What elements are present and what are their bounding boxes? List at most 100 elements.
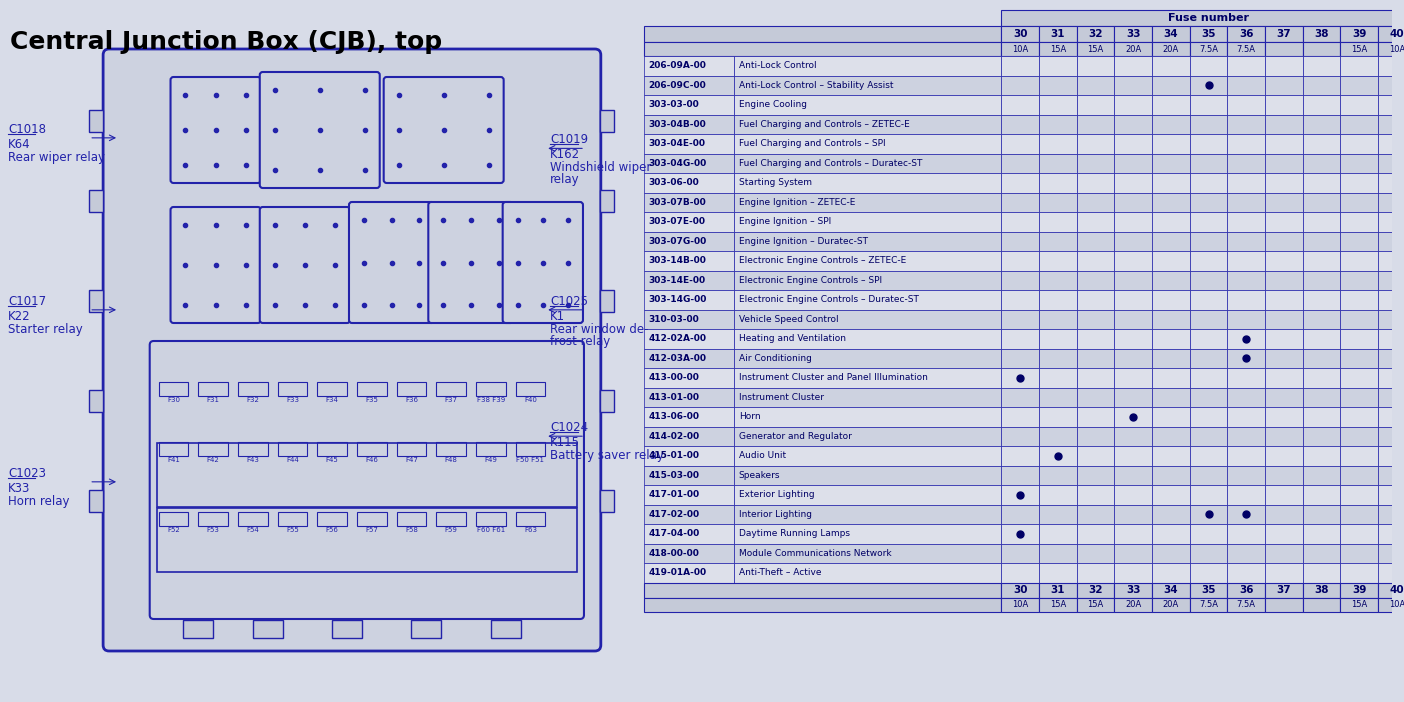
Text: Windshield wiper: Windshield wiper (550, 161, 651, 174)
Bar (1341, 543, 1379, 563)
Bar (1189, 368, 1227, 388)
Bar (1379, 543, 1404, 563)
Bar (1153, 348, 1189, 368)
Bar (1039, 114, 1077, 134)
Text: K33: K33 (8, 482, 31, 495)
Bar (734, 251, 1001, 270)
Text: frost relay: frost relay (550, 335, 611, 347)
Bar (1077, 154, 1115, 173)
Bar (1265, 505, 1303, 524)
Bar (1341, 114, 1379, 134)
Bar (644, 192, 734, 212)
Bar (1303, 597, 1341, 611)
Text: 30: 30 (1012, 29, 1028, 39)
Text: 303-04G-00: 303-04G-00 (649, 159, 706, 168)
Bar (1303, 76, 1341, 95)
Bar (1153, 212, 1189, 232)
Bar (396, 382, 427, 396)
Bar (1379, 212, 1404, 232)
Bar (1039, 446, 1077, 465)
Bar (1153, 543, 1189, 563)
Text: 15A: 15A (1088, 44, 1104, 53)
Text: 417-01-00: 417-01-00 (649, 490, 699, 499)
Bar (734, 95, 1001, 114)
Bar (1379, 446, 1404, 465)
Bar (1039, 583, 1077, 597)
Bar (1227, 543, 1265, 563)
Bar (1341, 329, 1379, 348)
Bar (1039, 465, 1077, 485)
Bar (644, 465, 734, 485)
Text: 303-14G-00: 303-14G-00 (649, 296, 706, 304)
Bar (1153, 173, 1189, 192)
Bar (1039, 485, 1077, 505)
Bar (1227, 251, 1265, 270)
Text: F47: F47 (404, 457, 418, 463)
Bar (1077, 505, 1115, 524)
Bar (1341, 56, 1379, 76)
Bar (1189, 192, 1227, 212)
Bar (1115, 388, 1153, 407)
Text: 33: 33 (1126, 585, 1140, 595)
Text: F33: F33 (286, 397, 299, 403)
Bar (1077, 446, 1115, 465)
Bar (1189, 465, 1227, 485)
Bar (1001, 597, 1039, 611)
Bar (515, 442, 545, 456)
Bar (1077, 329, 1115, 348)
Text: C1019: C1019 (550, 133, 588, 147)
Text: 35: 35 (1202, 29, 1216, 39)
Bar (1227, 212, 1265, 232)
Text: Interior Lighting: Interior Lighting (739, 510, 812, 519)
Bar (1341, 95, 1379, 114)
Bar (734, 290, 1001, 310)
Bar (1341, 42, 1379, 56)
Bar (1341, 465, 1379, 485)
Text: F45: F45 (326, 457, 338, 463)
Text: F60 F61: F60 F61 (476, 527, 505, 533)
Bar (1153, 368, 1189, 388)
Text: 413-00-00: 413-00-00 (649, 373, 699, 383)
Bar (644, 95, 734, 114)
Bar (1153, 310, 1189, 329)
Bar (1039, 290, 1077, 310)
Text: 7.5A: 7.5A (1199, 44, 1219, 53)
Bar (1265, 388, 1303, 407)
Bar (1189, 76, 1227, 95)
Text: K115: K115 (550, 436, 580, 449)
Text: K162: K162 (550, 148, 580, 161)
Bar (1039, 232, 1077, 251)
Text: 310-03-00: 310-03-00 (649, 314, 699, 324)
Bar (644, 76, 734, 95)
Bar (1303, 232, 1341, 251)
Bar (644, 505, 734, 524)
Bar (1227, 134, 1265, 154)
Bar (1265, 251, 1303, 270)
Bar (644, 42, 1001, 56)
Bar (1265, 26, 1303, 42)
Text: 303-07B-00: 303-07B-00 (649, 198, 706, 207)
Bar (1001, 95, 1039, 114)
Text: C1018: C1018 (8, 123, 46, 136)
Text: F31: F31 (206, 397, 219, 403)
Bar (1379, 173, 1404, 192)
Bar (1039, 270, 1077, 290)
Bar (1077, 368, 1115, 388)
Bar (1303, 42, 1341, 56)
Bar (644, 485, 734, 505)
Bar (1303, 329, 1341, 348)
Bar (1039, 251, 1077, 270)
Bar (1303, 270, 1341, 290)
Text: Air Conditioning: Air Conditioning (739, 354, 812, 363)
Bar (1189, 270, 1227, 290)
Bar (1189, 310, 1227, 329)
Bar (1379, 42, 1404, 56)
Bar (1189, 485, 1227, 505)
Bar (1001, 446, 1039, 465)
Bar (1039, 329, 1077, 348)
Bar (1115, 212, 1153, 232)
Text: Instrument Cluster: Instrument Cluster (739, 392, 824, 402)
Bar (734, 154, 1001, 173)
Bar (1001, 154, 1039, 173)
Bar (1115, 563, 1153, 583)
